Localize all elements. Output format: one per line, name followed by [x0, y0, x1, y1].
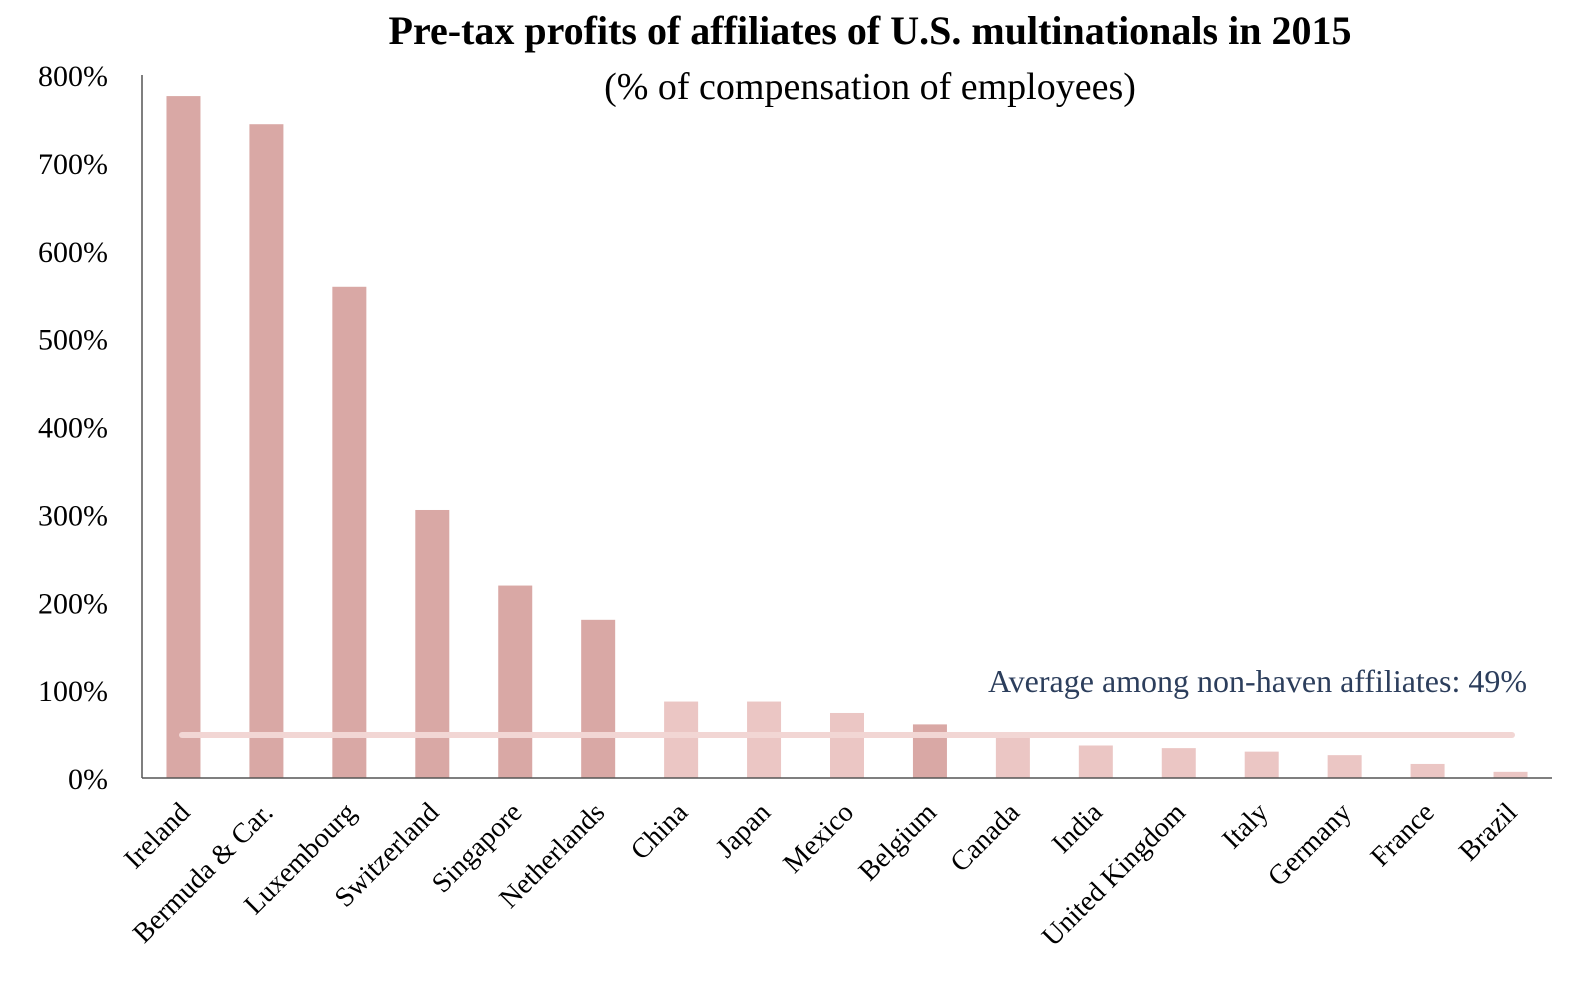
bar-mexico — [830, 712, 864, 778]
x-tick-label: Belgium — [853, 797, 943, 887]
average-label: Average among non-haven affiliates: 49% — [988, 663, 1527, 699]
bar-japan — [747, 701, 782, 778]
bar-netherlands — [581, 619, 616, 778]
x-tick-label: Canada — [945, 797, 1027, 879]
bar-brazil — [1493, 771, 1528, 778]
y-tick-label: 300% — [38, 499, 108, 532]
x-tick-label: Germany — [1262, 797, 1358, 893]
bar-singapore — [498, 585, 533, 778]
y-tick-label: 100% — [38, 675, 108, 708]
bars — [166, 96, 1528, 779]
bar-china — [664, 701, 699, 778]
x-tick-label: China — [625, 797, 695, 867]
x-tick-label: Italy — [1216, 797, 1274, 855]
x-tick-label: United Kingdom — [1036, 797, 1192, 953]
x-tick-label: France — [1365, 797, 1441, 873]
y-tick-label: 0% — [68, 763, 108, 796]
bar-ireland — [166, 96, 201, 779]
bar-canada — [995, 732, 1030, 778]
x-tick-label: Brazil — [1453, 797, 1523, 867]
bar-india — [1078, 745, 1113, 778]
x-tick-label: India — [1046, 797, 1109, 860]
x-tick-label: Bermuda & Car. — [127, 797, 279, 949]
bar-luxembourg — [332, 286, 367, 778]
bar-france — [1410, 763, 1445, 778]
chart-subtitle: (% of compensation of employees) — [604, 66, 1136, 108]
bar-germany — [1327, 755, 1362, 778]
chart-title: Pre-tax profits of affiliates of U.S. mu… — [389, 8, 1352, 53]
bar-bermuda-car — [249, 124, 284, 778]
bar-italy — [1244, 751, 1279, 778]
bar-united-kingdom — [1161, 748, 1196, 778]
y-tick-label: 400% — [38, 412, 108, 445]
x-tick-label: Mexico — [778, 797, 860, 879]
average-reference: Average among non-haven affiliates: 49% — [179, 663, 1527, 738]
y-tick-label: 800% — [38, 60, 108, 93]
y-tick-label: 200% — [38, 587, 108, 620]
x-tick-label: Ireland — [118, 797, 196, 875]
y-tick-label: 700% — [38, 148, 108, 181]
y-tick-label: 600% — [38, 236, 108, 269]
x-tick-label: Japan — [710, 797, 777, 864]
y-tick-label: 500% — [38, 324, 108, 357]
y-axis-ticks: 0% 100% 200% 300% 400% 500% 600% 700% 800% — [38, 60, 108, 796]
